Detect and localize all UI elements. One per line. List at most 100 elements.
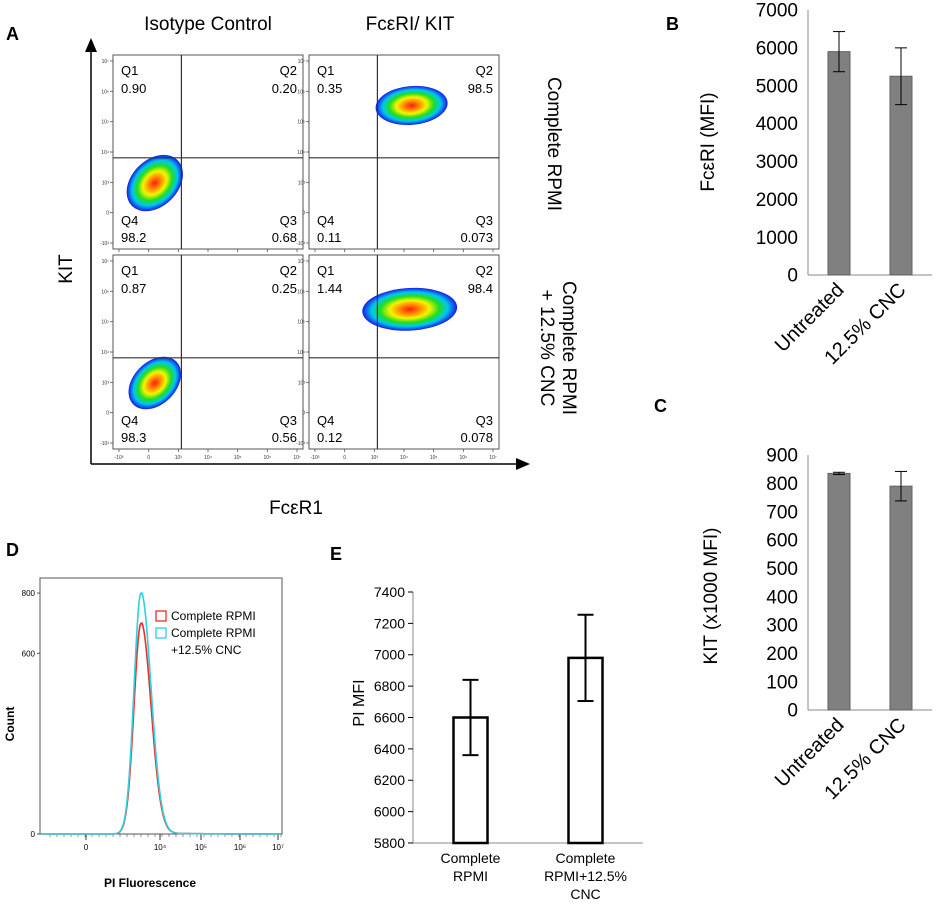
quadrant-value: 98.4 <box>468 281 493 296</box>
y-tick-label: 900 <box>766 446 798 467</box>
quadrant-value: 0.25 <box>272 281 297 296</box>
y-tick-label: 7200 <box>374 615 405 631</box>
quadrant-label: Q1 <box>317 263 334 278</box>
y-tick-label: 300 <box>766 616 798 637</box>
chart-c: 0100200300400500600700800900Untreated12.… <box>766 446 932 804</box>
flow-y-tick-label: 10³ <box>102 380 110 386</box>
y-tick-label: 2000 <box>756 190 798 211</box>
chart-b: 01000200030004000500060007000Untreated12… <box>756 1 932 369</box>
quadrant-value: 0.90 <box>121 81 146 96</box>
panel-label-c: C <box>654 396 667 416</box>
chart-e: 5800 6000 6200 6400 6600 6800 7000 7200 7400 Comp… <box>374 584 643 902</box>
panel-label-a: A <box>6 24 19 44</box>
y-tick-label: 100 <box>766 672 798 693</box>
flow-y-tick-label: 10⁶ <box>297 89 305 95</box>
panel-label-d: D <box>6 540 19 560</box>
y-tick-label: 800 <box>766 474 798 495</box>
flow-x-tick-label: 0 <box>343 455 346 461</box>
b-y-axis-label: FcεRI (MFI) <box>698 92 719 191</box>
y-tick-label: 6800 <box>374 678 405 694</box>
bar <box>889 485 913 711</box>
flow-x-tick-label: 10⁷ <box>489 455 497 461</box>
quadrant-value: 0.12 <box>317 430 342 445</box>
flow-plot-frame <box>308 254 500 450</box>
quadrant-value: 98.2 <box>121 230 146 245</box>
flow-plot-frame <box>112 254 304 450</box>
quadrant-label: Q1 <box>121 63 138 78</box>
y-tick-label: 1000 <box>756 228 798 249</box>
quadrant-label: Q4 <box>121 213 138 228</box>
x-arrowhead-icon <box>516 458 530 470</box>
quadrant-label: Q3 <box>476 413 493 428</box>
quadrant-value: 0.56 <box>272 430 297 445</box>
y-tick-label: 0 <box>787 266 798 287</box>
category-label: CNC <box>570 886 600 902</box>
y-tick-label: 600 <box>22 649 36 658</box>
quadrant-label: Q2 <box>280 63 297 78</box>
flow-y-tick-label: -10³ <box>100 441 109 447</box>
flow-y-tick-label: 10⁷ <box>102 59 110 65</box>
quadrant-value: 0.87 <box>121 281 146 296</box>
x-tick-label: 10⁶ <box>234 843 246 852</box>
y-tick-label: 0 <box>787 701 798 722</box>
y-tick-label: 6600 <box>374 709 405 725</box>
flow-population <box>126 154 183 212</box>
legend-swatch-complete-rpmi-cnc <box>155 627 167 639</box>
x-tick-label: 10⁴ <box>154 843 167 852</box>
y-tick-label: 500 <box>766 559 798 580</box>
quadrant-value: 0.68 <box>272 230 297 245</box>
flow-y-tick-label: 10⁴ <box>101 150 109 156</box>
flow-y-tick-label: 0 <box>302 411 305 417</box>
flow-y-tick-label: 10³ <box>102 180 110 186</box>
y-tick-label: 700 <box>766 502 798 523</box>
quadrant-label: Q2 <box>476 63 493 78</box>
flow-x-tick-label: 10³ <box>175 455 183 461</box>
flow-plot: -10³010³10⁴10⁵10⁶10⁷-10³010³10⁴10⁵10⁶10⁷… <box>296 54 500 261</box>
flow-y-tick-label: -10³ <box>296 441 305 447</box>
legend-label-complete-rpmi-cnc-line2: +12.5% CNC <box>171 643 242 657</box>
category-label: RPMI+12.5% <box>544 868 627 884</box>
y-tick-label: 6000 <box>756 39 798 60</box>
flow-y-tick-label: 0 <box>106 411 109 417</box>
panel-e: E PI MFI 5800 6000 6200 6400 6600 6800 7000 720… <box>330 544 643 902</box>
flow-y-tick-label: 10⁵ <box>297 120 305 126</box>
flow-population <box>128 356 182 410</box>
flow-y-tick-label: 10⁷ <box>298 59 306 65</box>
quadrant-label: Q2 <box>280 263 297 278</box>
quadrant-value: 1.44 <box>317 281 342 296</box>
flow-population <box>375 85 448 126</box>
panel-a: A Isotype Control FcεRI/ KIT Complete RP… <box>6 14 579 519</box>
flow-x-tick-label: 10⁵ <box>234 455 242 461</box>
flow-y-tick-label: 10⁴ <box>297 350 305 356</box>
flow-y-tick-label: 10⁵ <box>297 320 305 326</box>
quadrant-value: 98.3 <box>121 430 146 445</box>
category-label: Complete <box>556 850 616 866</box>
y-tick-label: 5000 <box>756 76 798 97</box>
flow-y-tick-label: 10⁵ <box>101 120 109 126</box>
quadrant-label: Q3 <box>280 213 297 228</box>
flow-population <box>362 287 458 331</box>
bar <box>827 472 851 711</box>
quadrant-value: 0.073 <box>460 230 493 245</box>
y-arrowhead-icon <box>85 38 97 52</box>
flow-y-tick-label: 0 <box>106 211 109 217</box>
quadrant-label: Q2 <box>476 263 493 278</box>
row-title-complete-rpmi-cnc-line1: Complete RPMI <box>558 281 579 415</box>
quadrant-label: Q3 <box>476 213 493 228</box>
flow-y-tick-label: -10³ <box>100 241 109 247</box>
histogram-frame <box>39 577 283 835</box>
row-title-complete-rpmi-cnc-line2: + 12.5% CNC <box>536 290 557 407</box>
flow-y-tick-label: 10³ <box>298 180 306 186</box>
x-tick-label: 10⁵ <box>195 843 207 852</box>
flow-x-tick-label: 0 <box>147 455 150 461</box>
quadrant-value: 0.078 <box>460 430 493 445</box>
flow-x-tick-label: -10³ <box>311 455 320 461</box>
flow-y-tick-label: 10⁴ <box>297 150 305 156</box>
flow-x-tick-label: 10⁶ <box>264 455 272 461</box>
col-title-isotype: Isotype Control <box>144 14 272 35</box>
panel-d: D Count PI Fluorescence 0 600 800 0 10⁴ 10⁵ 10… <box>3 540 284 890</box>
quadrant-value: 0.35 <box>317 81 342 96</box>
